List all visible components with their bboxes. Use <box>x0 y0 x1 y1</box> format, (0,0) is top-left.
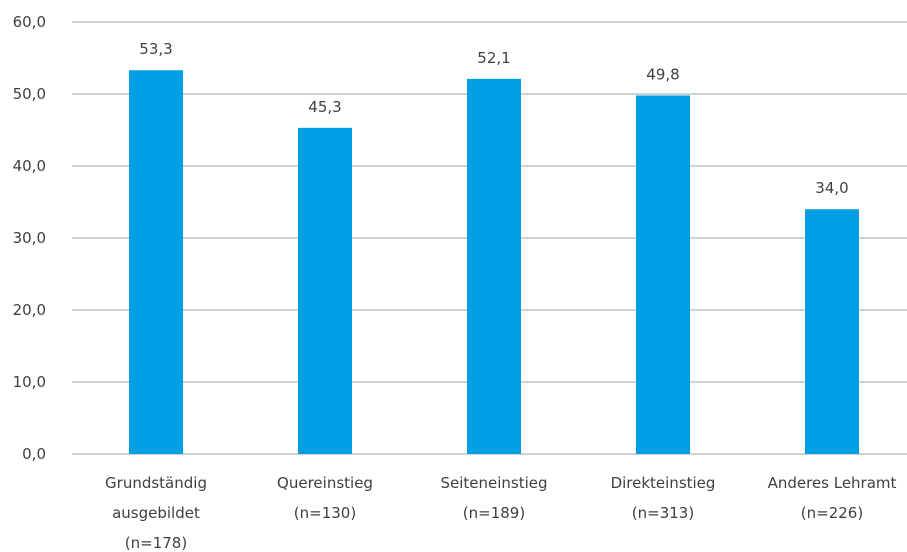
y-tick-label: 60,0 <box>13 13 46 31</box>
data-label: 45,3 <box>308 98 341 116</box>
y-axis: 0,0 10,0 20,0 30,0 40,0 50,0 60,0 <box>13 13 46 463</box>
bars <box>129 70 859 455</box>
x-tick-label: Anderes Lehramt (n=226) <box>768 474 897 522</box>
data-labels: 53,3 45,3 52,1 49,8 34,0 <box>139 40 848 197</box>
y-tick-label: 40,0 <box>13 157 46 175</box>
y-tick-label: 0,0 <box>22 445 46 463</box>
y-tick-label: 50,0 <box>13 85 46 103</box>
x-tick-label: Direkteinstieg (n=313) <box>611 474 716 522</box>
bar <box>805 209 859 454</box>
x-tick-label: Seiteneinstieg (n=189) <box>440 474 547 522</box>
data-label: 52,1 <box>477 49 510 67</box>
data-label: 49,8 <box>646 65 679 83</box>
data-label: 53,3 <box>139 40 172 58</box>
y-tick-label: 20,0 <box>13 301 46 319</box>
x-tick-label: Grundständig ausgebildet (n=178) <box>105 474 207 552</box>
x-axis: Grundständig ausgebildet (n=178) Quereinsti… <box>105 474 897 552</box>
bar <box>129 70 183 455</box>
x-tick-label: Quereinstieg (n=130) <box>277 474 373 522</box>
y-tick-label: 10,0 <box>13 373 46 391</box>
bar <box>298 127 352 454</box>
bar <box>636 95 690 454</box>
data-label: 34,0 <box>815 179 848 197</box>
y-tick-label: 30,0 <box>13 229 46 247</box>
bar <box>467 78 521 454</box>
